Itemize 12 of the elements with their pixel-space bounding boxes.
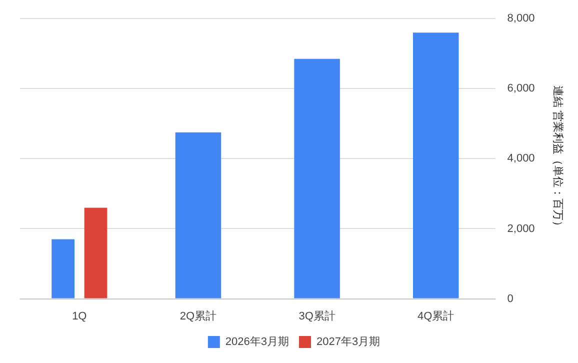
y-tick-label: 6,000 xyxy=(507,82,535,95)
y-tick-label: 0 xyxy=(507,292,514,305)
legend-label: 2026年3月期 xyxy=(225,336,290,348)
x-tick-label: 2Q累計 xyxy=(180,309,217,322)
x-tick-label: 3Q累計 xyxy=(298,309,336,322)
y-tick-label: 4,000 xyxy=(507,152,535,165)
y-axis-title: 連結 営業利益（単位：百万） xyxy=(551,86,564,232)
y-tick-label: 2,000 xyxy=(507,222,535,235)
legend-label: 2027年3月期 xyxy=(316,336,380,348)
y-tick-label: 8,000 xyxy=(507,12,535,25)
x-tick-label: 1Q xyxy=(72,310,88,322)
x-tick-label: 4Q累計 xyxy=(418,309,454,322)
